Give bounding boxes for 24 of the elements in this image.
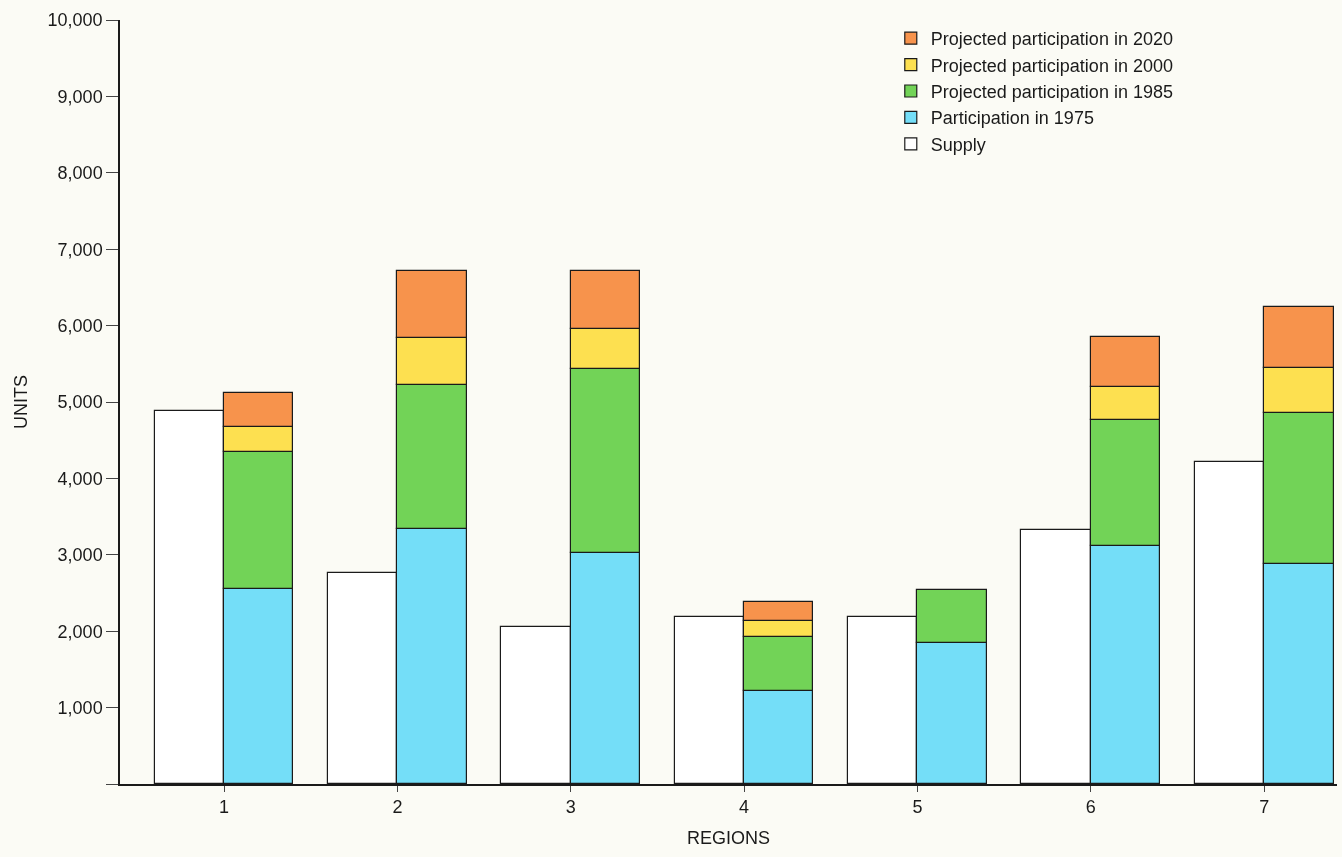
x-tick-label: 4	[739, 797, 750, 818]
legend-label: Projected participation in 2020	[930, 29, 1173, 50]
y-tick-label: 2,000	[57, 621, 103, 642]
y-tick-label: 7,000	[57, 239, 103, 260]
x-tick-label: 5	[912, 797, 923, 818]
y-axis-title: UNITS	[11, 375, 32, 429]
legend-label: Supply	[930, 134, 986, 155]
y-tick-label: 6,000	[57, 315, 103, 336]
y-tick-label: 1,000	[57, 697, 103, 718]
x-tick-label: 1	[219, 797, 230, 818]
y-tick-label: 3,000	[57, 545, 103, 566]
x-axis-title: REGIONS	[686, 827, 771, 848]
y-tick-label: 9,000	[57, 86, 103, 107]
legend-label: Projected participation in 1985	[930, 82, 1173, 103]
legend-label: Projected participation in 2000	[930, 55, 1173, 76]
y-tick-label: 10,000	[47, 10, 103, 31]
x-tick-label: 2	[392, 797, 403, 818]
y-tick-label: 5,000	[57, 392, 103, 413]
x-tick-label: 3	[565, 797, 576, 818]
x-tick-label: 7	[1259, 797, 1270, 818]
y-tick-label: 4,000	[57, 468, 103, 489]
x-tick-label: 6	[1085, 797, 1096, 818]
y-tick-label: 8,000	[57, 163, 103, 184]
legend-label: Participation in 1975	[930, 108, 1094, 129]
